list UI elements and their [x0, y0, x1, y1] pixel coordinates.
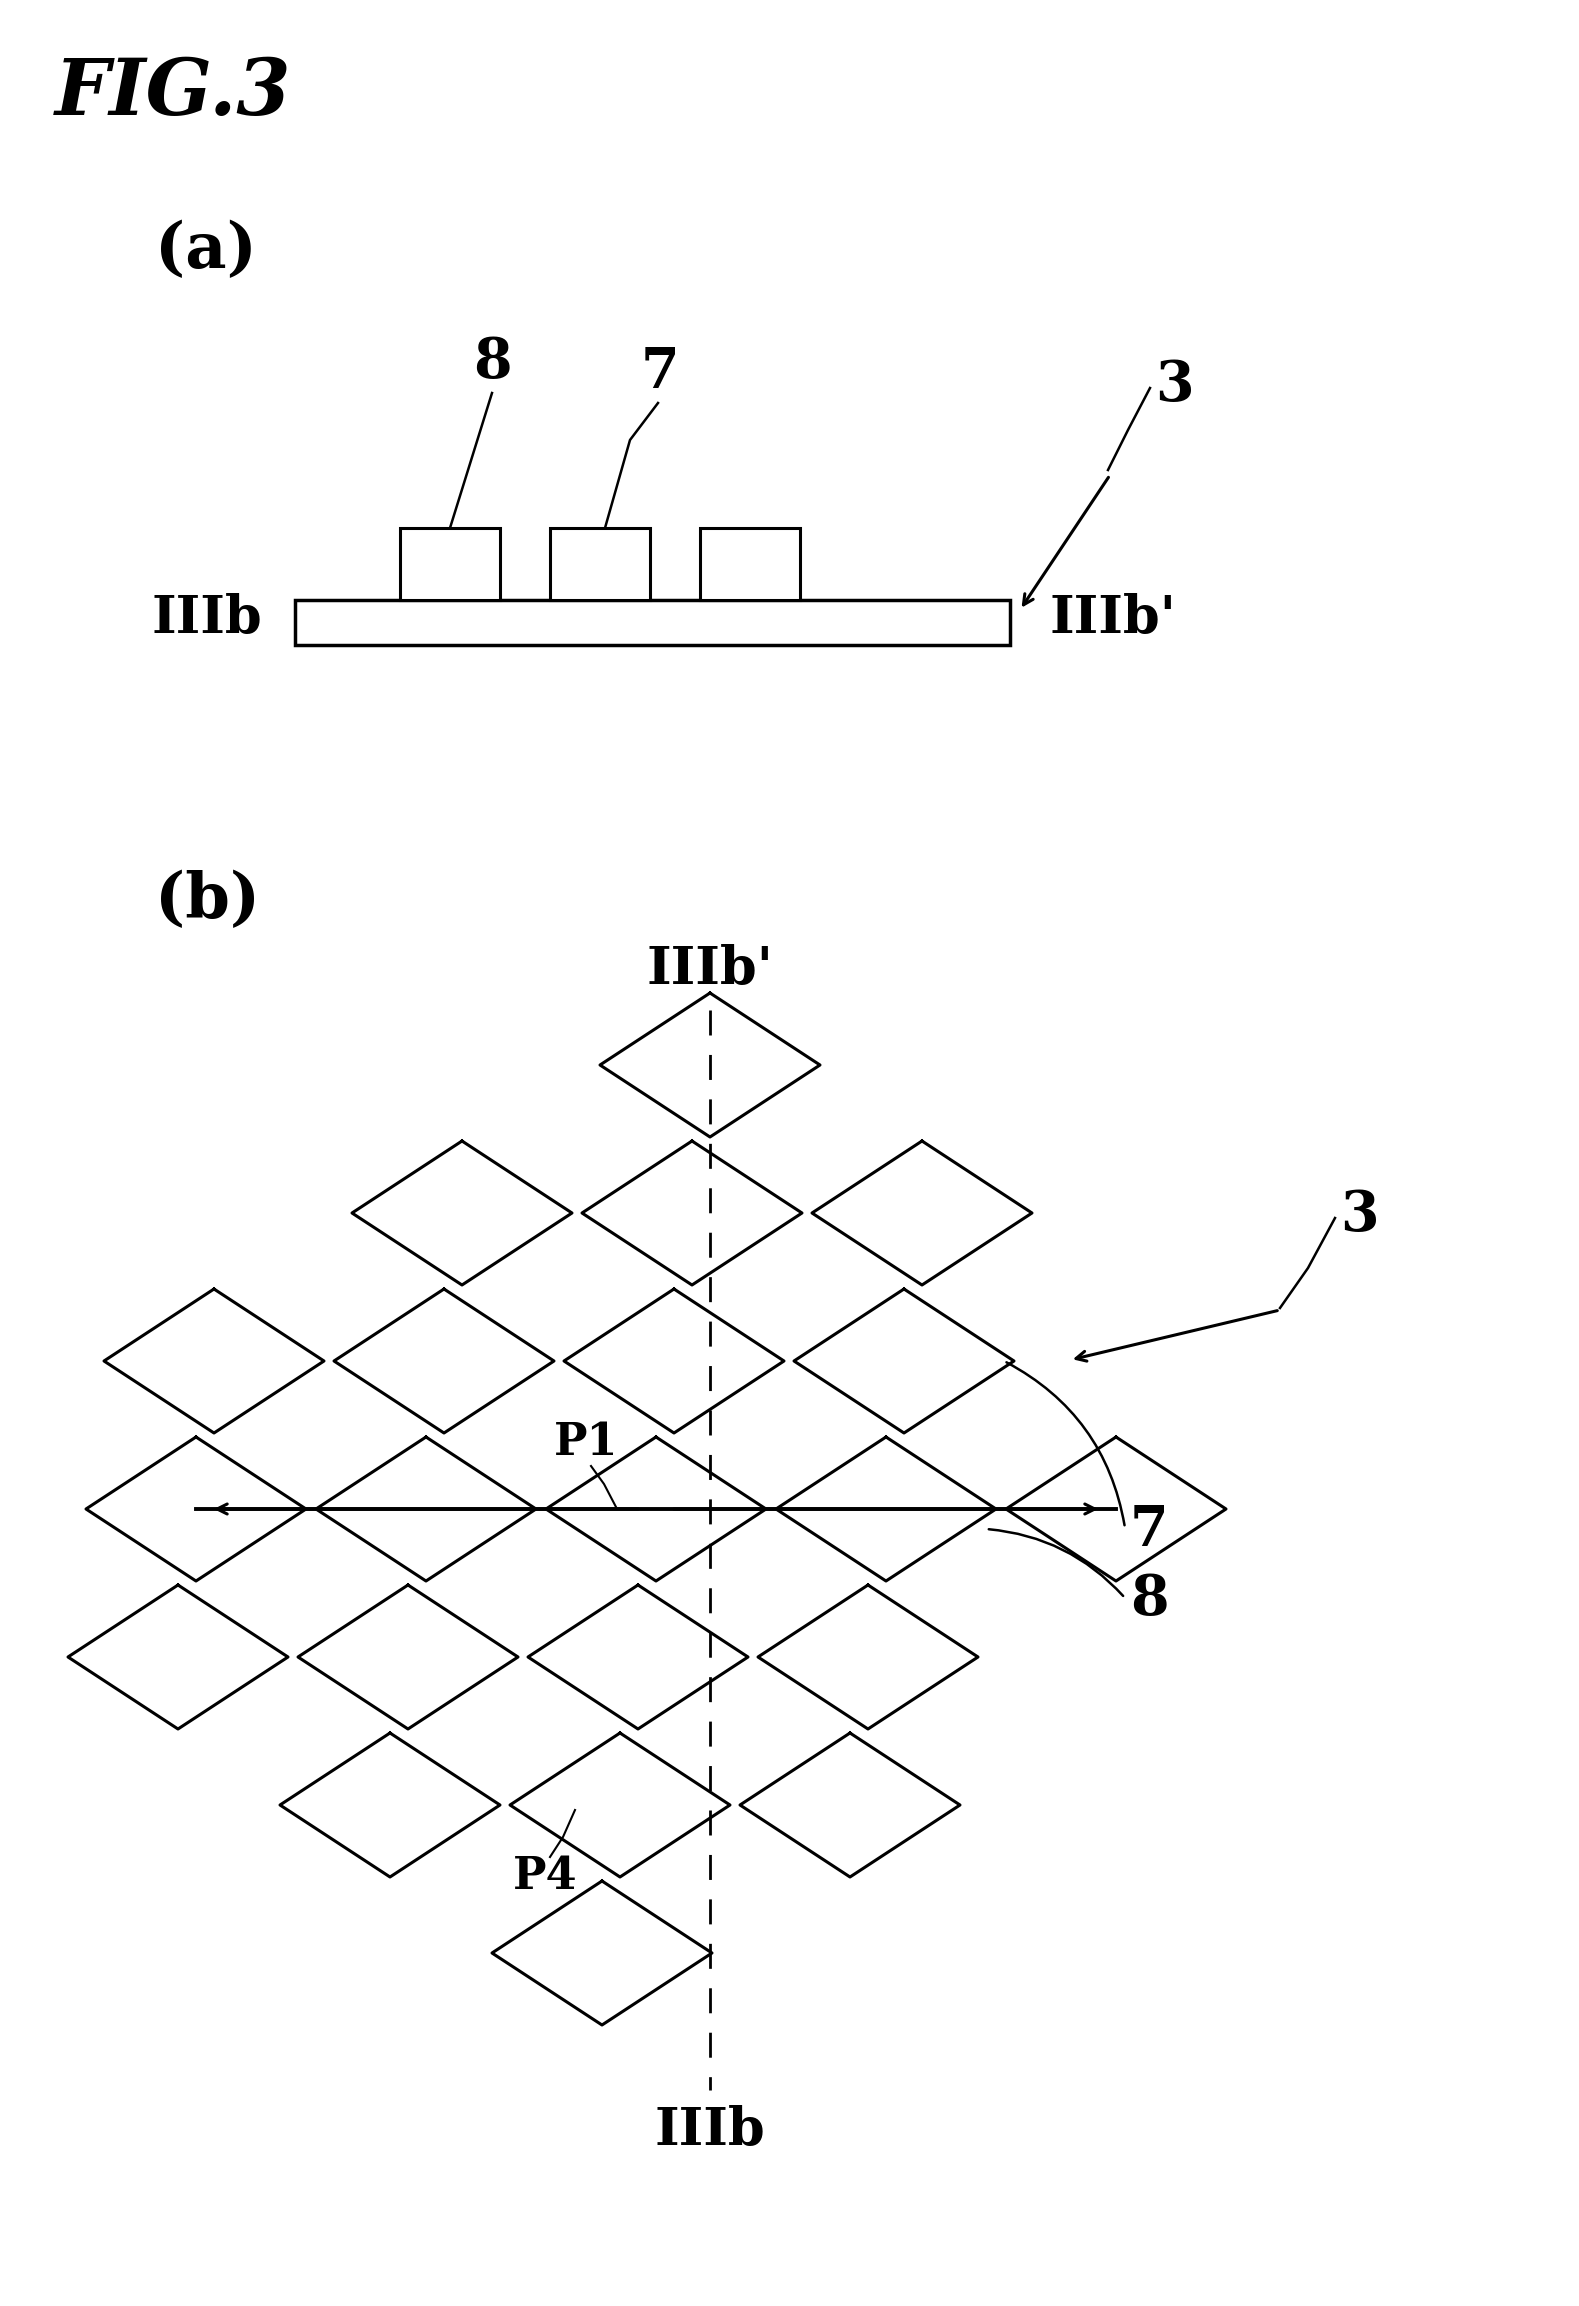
Bar — [399, 528, 501, 600]
Text: IIIb': IIIb' — [1050, 593, 1176, 643]
Text: 7: 7 — [1131, 1504, 1168, 1557]
Bar — [295, 600, 1011, 646]
Text: IIIb': IIIb' — [646, 943, 774, 994]
Text: IIIb: IIIb — [655, 2105, 766, 2156]
Bar — [549, 528, 651, 600]
Text: 7: 7 — [641, 346, 679, 399]
Text: FIG.3: FIG.3 — [55, 55, 292, 131]
Text: 8: 8 — [1131, 1573, 1168, 1628]
Text: 8: 8 — [472, 334, 512, 390]
Text: 3: 3 — [1341, 1188, 1378, 1243]
Text: IIIb: IIIb — [152, 593, 262, 643]
Bar — [699, 528, 801, 600]
Text: 3: 3 — [1154, 357, 1194, 413]
Text: P4: P4 — [513, 1854, 578, 1898]
Text: (b): (b) — [155, 869, 261, 932]
Text: (a): (a) — [155, 219, 257, 281]
Text: P1: P1 — [554, 1420, 619, 1464]
